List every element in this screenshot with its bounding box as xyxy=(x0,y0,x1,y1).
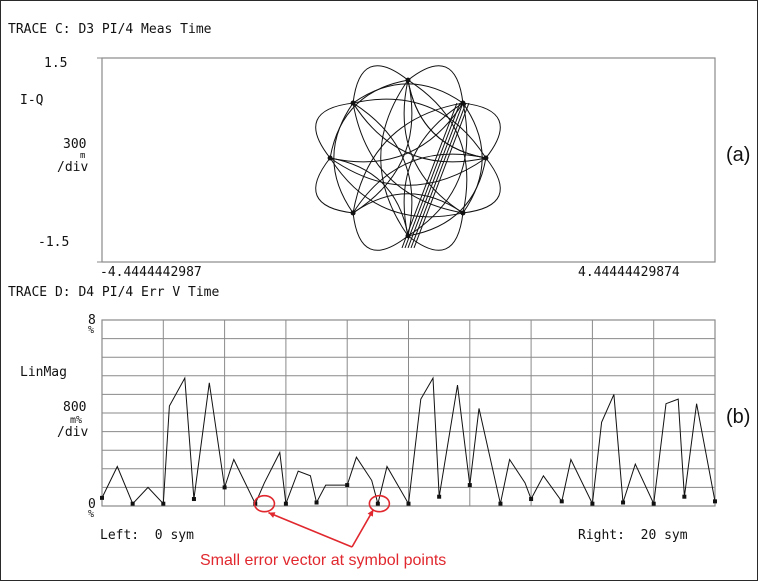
trace-c-symbol-point xyxy=(405,233,411,239)
trace-c-scale-unit: /div xyxy=(57,160,89,175)
trace-c-trajectory xyxy=(352,102,464,214)
trace-c-symbol-point xyxy=(350,100,356,106)
trace-d-symbol-marker xyxy=(437,494,442,499)
trace-c-scale-value: 300 xyxy=(63,137,87,152)
trace-d-title: TRACE D: D4 PI/4 Err V Time xyxy=(8,285,220,300)
trace-c-outer-loop xyxy=(407,65,464,104)
trace-c-trajectory xyxy=(352,83,464,104)
annotation-text: Small error vector at symbol points xyxy=(200,552,447,569)
trace-c-symbol-point xyxy=(327,155,333,161)
trace-d-symbol-marker xyxy=(130,501,135,506)
trace-d-ytop: 8 xyxy=(88,313,96,328)
trace-c-trajectory xyxy=(403,102,464,237)
trace-c-trajectory xyxy=(352,153,487,214)
annotation-arrow-right xyxy=(351,509,375,548)
trace-d-symbol-marker xyxy=(713,499,717,504)
trace-c-ytick-top: 1.5 xyxy=(44,56,68,71)
trace-c-bundle-line xyxy=(404,102,461,249)
trace-d-symbol-marker xyxy=(682,494,687,499)
trace-c-symbol-point xyxy=(460,100,466,106)
trace-d-symbol-marker xyxy=(222,485,227,490)
panel-tag-a: (a) xyxy=(726,144,751,166)
trace-c-trajectory xyxy=(352,193,464,214)
trace-c-x-left: -4.4444442987 xyxy=(100,265,202,280)
trace-c-trajectory xyxy=(462,102,483,214)
trace-c-x-right: 4.44444429874 xyxy=(578,265,680,280)
trace-d-symbol-marker xyxy=(375,501,380,506)
trace-d-ylabel: LinMag xyxy=(20,365,67,380)
trace-d-symbol-marker xyxy=(651,501,656,506)
trace-c-trajectory xyxy=(329,79,409,159)
trace-d-symbol-marker xyxy=(345,483,350,488)
trace-c-outer-loop xyxy=(315,102,354,159)
annotation-arrowhead-left xyxy=(268,512,276,518)
trace-c-trajectory xyxy=(352,102,487,163)
trace-c-outer-loop xyxy=(352,65,409,104)
panel-tag-b: (b) xyxy=(726,406,751,428)
trace-c-trajectory xyxy=(407,80,486,159)
trace-d-symbol-marker xyxy=(314,500,319,505)
trace-c-bundle-line xyxy=(407,102,464,249)
trace-d-scale-per: /div xyxy=(57,425,89,440)
trace-d-symbol-marker xyxy=(559,499,564,504)
trace-d-symbol-marker xyxy=(283,501,288,506)
trace-c-bundle-line xyxy=(413,102,470,249)
trace-c-symbol-point xyxy=(405,77,411,83)
trace-c-bundle-line xyxy=(401,102,458,249)
trace-c-bundle-line xyxy=(410,102,467,249)
trace-c-outer-loop xyxy=(462,102,501,159)
trace-c-outer-loop xyxy=(315,157,354,214)
annotation-arrowhead-right xyxy=(367,509,374,517)
trace-c-symbol-point xyxy=(483,155,489,161)
trace-d-x-right: Right: 20 sym xyxy=(578,528,688,543)
trace-d-symbol-marker xyxy=(498,501,503,506)
trace-c-plot-box xyxy=(101,57,716,263)
trace-c-trajectory xyxy=(329,157,487,186)
trace-c-ylabel: I-Q xyxy=(20,93,44,108)
trace-c-title: TRACE C: D3 PI/4 Meas Time xyxy=(8,22,212,37)
trace-c-trajectory xyxy=(403,79,464,214)
trace-d-symbol-marker xyxy=(621,500,626,505)
annotation-ellipse xyxy=(253,494,276,513)
trace-c-trajectory xyxy=(407,157,487,237)
trace-c-trajectory xyxy=(329,157,464,218)
trace-c-trajectory xyxy=(352,98,487,159)
trace-c-symbol-point xyxy=(460,210,466,216)
trace-d-x-left: Left: 0 sym xyxy=(100,528,194,543)
trace-d-ytop-unit: % xyxy=(88,325,95,336)
trace-c-trajectory xyxy=(407,79,468,214)
trace-d-scale-unit: m% xyxy=(70,415,83,426)
trace-d-symbol-marker xyxy=(100,495,104,500)
trace-c-ytick-bottom: -1.5 xyxy=(38,235,70,250)
annotation-ellipse xyxy=(368,494,391,513)
trace-c-trajectory xyxy=(333,102,354,214)
annotation-arrow-left xyxy=(268,511,353,548)
trace-c-scale-prefix: m xyxy=(80,151,86,161)
trace-d-symbol-marker xyxy=(161,501,166,506)
trace-c-outer-loop xyxy=(462,157,501,214)
trace-c-outer-loop xyxy=(352,212,409,251)
trace-d-scale-value: 800 xyxy=(63,400,87,415)
trace-c-trajectory xyxy=(352,102,413,237)
trace-d-symbol-marker xyxy=(253,501,258,506)
trace-c-symbol-point xyxy=(350,210,356,216)
trace-c-trajectory xyxy=(352,79,413,214)
trace-d-ybottom: 0 xyxy=(88,497,96,512)
trace-c-trajectory xyxy=(330,157,409,236)
trace-d-symbol-marker xyxy=(529,497,534,502)
trace-d-symbol-marker xyxy=(467,483,472,488)
trace-d-symbol-marker xyxy=(590,501,595,506)
trace-c-trajectory xyxy=(380,79,409,237)
trace-d-symbol-marker xyxy=(406,501,411,506)
trace-c-outer-loop xyxy=(407,212,464,251)
trace-d-ybottom-unit: % xyxy=(88,509,95,520)
trace-d-symbol-marker xyxy=(191,497,196,502)
trace-c-trajectory xyxy=(352,102,464,214)
trace-c-trajectory xyxy=(407,102,468,237)
